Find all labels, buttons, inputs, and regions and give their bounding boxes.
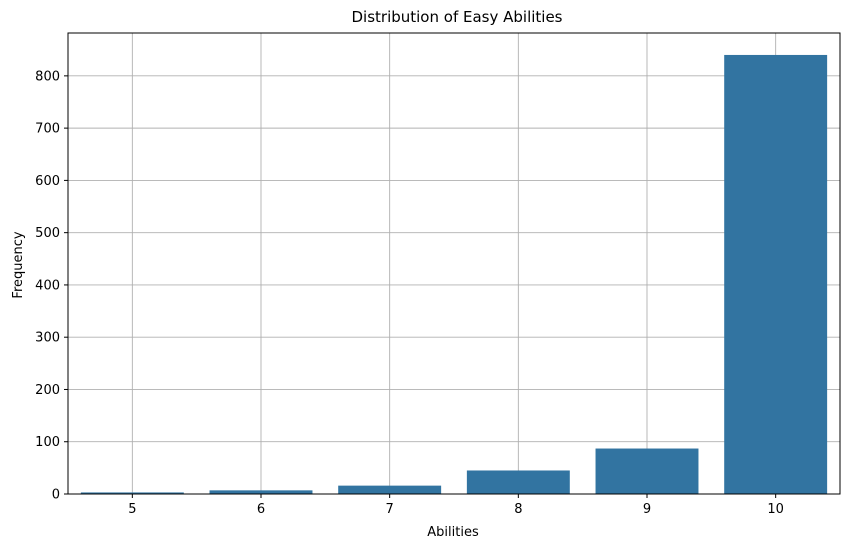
bar-9 [595,448,699,494]
y-tick-label-600: 600 [35,174,60,189]
x-tick-label-9: 9 [643,502,651,517]
bar-8 [466,470,570,494]
x-tick-label-5: 5 [128,502,136,517]
y-axis-label: Frequency [11,231,26,298]
y-tick-label-700: 700 [35,122,60,137]
grid-lines [68,33,840,495]
y-tick-label-400: 400 [35,278,60,293]
bar-7 [338,485,442,494]
y-axis-ticks: 0 100 200 300 400 500 600 700 800 [35,69,68,503]
bar-10 [724,54,828,494]
chart-title: Distribution of Easy Abilities [351,8,562,26]
x-tick-label-10: 10 [767,502,784,517]
y-tick-label-500: 500 [35,226,60,241]
y-tick-label-200: 200 [35,383,60,398]
plot-frame [67,32,841,495]
x-tick-label-8: 8 [514,502,522,517]
bar-6 [209,490,313,494]
y-tick-label-0: 0 [52,488,60,503]
bar-5 [80,492,184,494]
y-tick-label-800: 800 [35,69,60,84]
y-tick-label-300: 300 [35,331,60,346]
bars [80,54,828,494]
y-tick-label-100: 100 [35,435,60,450]
x-tick-label-6: 6 [257,502,265,517]
x-axis-label: Abilities [427,525,479,540]
x-tick-label-7: 7 [386,502,394,517]
x-axis-ticks: 5 6 7 8 9 10 [128,494,784,517]
